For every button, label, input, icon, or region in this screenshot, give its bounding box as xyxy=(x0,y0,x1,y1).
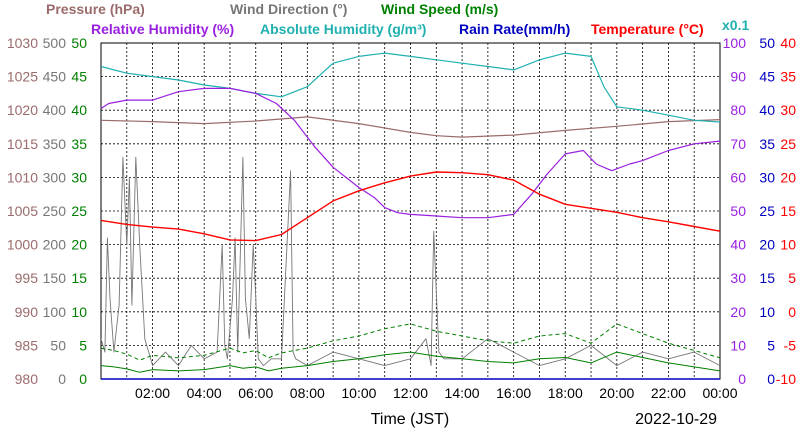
title-rain: Rain Rate(mm/h) xyxy=(459,21,570,37)
x-tick-label: 18:00 xyxy=(548,385,583,401)
date-label: 2022-10-29 xyxy=(635,411,717,428)
y-tick-label-wind-speed: 30 xyxy=(71,169,87,185)
y-tick-label-humidity: 0 xyxy=(738,371,746,387)
y-tick-label-rain: 25 xyxy=(759,203,775,219)
y-tick-label-wind-speed: 40 xyxy=(71,102,87,118)
series-line-wind-direction xyxy=(100,156,721,367)
series-line-temperature xyxy=(100,171,721,242)
y-tick-label-rain: 10 xyxy=(759,304,775,320)
y-tick-label-rain: 5 xyxy=(767,337,775,353)
y-tick-label-temperature: 20 xyxy=(780,169,796,185)
title-humidity: Relative Humidity (%) xyxy=(91,21,234,37)
y-tick-label-wind-speed: 45 xyxy=(71,69,87,85)
title-wind-speed: Wind Speed (m/s) xyxy=(381,1,498,17)
x-tick-label: 02:00 xyxy=(135,385,170,401)
y-tick-label-wind-direction: 250 xyxy=(43,203,67,219)
grid-lines xyxy=(101,43,720,379)
y-tick-label-humidity: 80 xyxy=(730,102,746,118)
y-tick-label-pressure: 1015 xyxy=(7,136,38,152)
y-tick-label-temperature: 35 xyxy=(780,69,796,85)
y-tick-label-wind-direction: 150 xyxy=(43,270,67,286)
x-tick-label: 10:00 xyxy=(341,385,376,401)
y-tick-label-wind-direction: 450 xyxy=(43,69,67,85)
y-tick-label-temperature: 10 xyxy=(780,237,796,253)
title-temperature: Temperature (°C) xyxy=(591,21,704,37)
y-tick-label-humidity: 70 xyxy=(730,136,746,152)
x-tick-label: 16:00 xyxy=(496,385,531,401)
y-tick-label-pressure: 995 xyxy=(15,270,39,286)
y-tick-label-pressure: 1030 xyxy=(7,35,38,51)
y-tick-label-wind-speed: 0 xyxy=(79,371,87,387)
y-tick-label-temperature: 25 xyxy=(780,136,796,152)
y-tick-label-humidity: 20 xyxy=(730,304,746,320)
y-tick-label-rain: 20 xyxy=(759,237,775,253)
series-line-wind-speed xyxy=(100,351,721,373)
x-tick-label: 14:00 xyxy=(445,385,480,401)
axis-labels: 02:00 04:00 06:00 08:00 10:00 12:00 14:00 16:00… xyxy=(7,35,796,401)
y-tick-label-temperature: -10 xyxy=(776,371,796,387)
x-tick-label: 20:00 xyxy=(599,385,634,401)
y-tick-label-temperature: 30 xyxy=(780,102,796,118)
y-tick-label-pressure: 1025 xyxy=(7,69,38,85)
y-tick-label-temperature: 15 xyxy=(780,203,796,219)
x-tick-label: 06:00 xyxy=(238,385,273,401)
y-tick-label-humidity: 30 xyxy=(730,270,746,286)
y-tick-label-wind-direction: 350 xyxy=(43,136,67,152)
x-tick-label: 22:00 xyxy=(651,385,686,401)
y-tick-label-pressure: 990 xyxy=(15,304,39,320)
series-line-absolute-humidity xyxy=(100,52,721,123)
y-tick-label-humidity: 60 xyxy=(730,169,746,185)
series-layer xyxy=(100,52,721,380)
y-tick-label-humidity: 10 xyxy=(730,337,746,353)
y-tick-label-temperature: 0 xyxy=(788,304,796,320)
y-tick-label-temperature: 5 xyxy=(788,270,796,286)
x-tick-label: 12:00 xyxy=(393,385,428,401)
y-tick-label-wind-speed: 25 xyxy=(71,203,87,219)
y-tick-label-rain: 15 xyxy=(759,270,775,286)
y-tick-label-pressure: 1010 xyxy=(7,169,38,185)
y-tick-label-humidity: 90 xyxy=(730,69,746,85)
series-line-relative-humidity xyxy=(100,87,721,219)
abs-scale-note: x0.1 xyxy=(722,17,749,33)
y-tick-label-rain: 50 xyxy=(759,35,775,51)
x-tick-label: 04:00 xyxy=(187,385,222,401)
y-tick-label-humidity: 40 xyxy=(730,237,746,253)
x-axis-label: Time (JST) xyxy=(371,411,450,428)
y-tick-label-wind-speed: 15 xyxy=(71,270,87,286)
y-tick-label-rain: 35 xyxy=(759,136,775,152)
y-tick-label-wind-direction: 400 xyxy=(43,102,67,118)
x-tick-label: 00:00 xyxy=(702,385,737,401)
title-pressure: Pressure (hPa) xyxy=(46,1,145,17)
y-tick-label-wind-direction: 200 xyxy=(43,237,67,253)
y-tick-label-pressure: 985 xyxy=(15,337,39,353)
y-tick-label-wind-direction: 0 xyxy=(58,371,66,387)
y-tick-label-pressure: 1000 xyxy=(7,237,38,253)
y-tick-label-rain: 30 xyxy=(759,169,775,185)
y-tick-label-wind-direction: 100 xyxy=(43,304,67,320)
y-tick-label-pressure: 980 xyxy=(15,371,39,387)
y-tick-label-temperature: 40 xyxy=(780,35,796,51)
y-tick-label-wind-speed: 20 xyxy=(71,237,87,253)
y-tick-label-humidity: 100 xyxy=(723,35,747,51)
y-tick-label-wind-speed: 35 xyxy=(71,136,87,152)
y-tick-label-rain: 45 xyxy=(759,69,775,85)
y-tick-label-humidity: 50 xyxy=(730,203,746,219)
y-tick-label-wind-speed: 5 xyxy=(79,337,87,353)
y-tick-label-wind-speed: 10 xyxy=(71,304,87,320)
y-tick-label-temperature: -5 xyxy=(784,337,797,353)
series-line-wind-speed-dashed xyxy=(100,323,721,361)
x-tick-label: 08:00 xyxy=(290,385,325,401)
y-tick-label-pressure: 1020 xyxy=(7,102,38,118)
y-tick-label-wind-speed: 50 xyxy=(71,35,87,51)
y-tick-label-wind-direction: 300 xyxy=(43,169,67,185)
y-tick-label-wind-direction: 500 xyxy=(43,35,67,51)
y-tick-label-wind-direction: 50 xyxy=(50,337,66,353)
title-abs-humidity: Absolute Humidity (g/m³) xyxy=(260,21,426,37)
series-line-pressure xyxy=(100,116,721,138)
y-tick-label-rain: 0 xyxy=(767,371,775,387)
y-tick-label-rain: 40 xyxy=(759,102,775,118)
y-tick-label-pressure: 1005 xyxy=(7,203,38,219)
title-wind-direction: Wind Direction (°) xyxy=(230,1,347,17)
